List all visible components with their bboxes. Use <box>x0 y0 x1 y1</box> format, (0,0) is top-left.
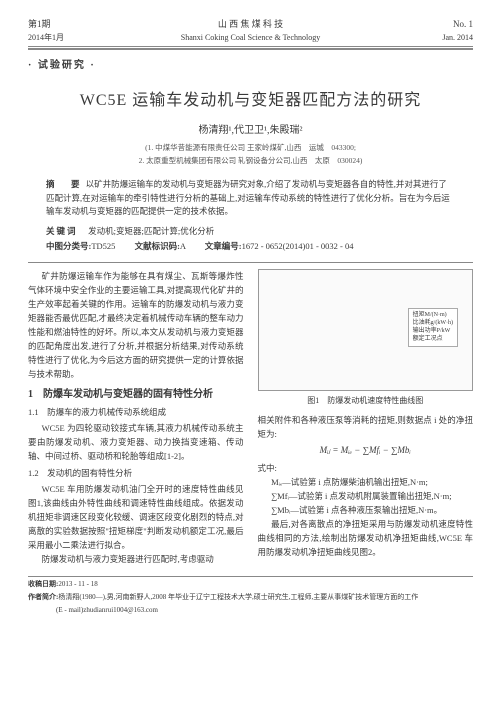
recv-label: 收稿日期: <box>28 580 58 588</box>
auth-bio: 杨清翔(1980—),男,河南新野人,2008 年毕业于辽宁工程技术大学,硕士研… <box>58 593 418 601</box>
figure-1: 扭矩M/(N·m) 比油耗g/(kW·h) 输出功率P/kW 额定工况点 <box>258 269 474 391</box>
issue-en: No. 1 <box>326 18 473 32</box>
footnote-rule <box>28 576 473 577</box>
recv-date: 2013 - 11 - 18 <box>58 580 97 588</box>
abstract-rule <box>28 262 473 263</box>
section-tag: · 试验研究 · <box>28 58 473 73</box>
header-rule <box>28 48 473 50</box>
right-para-3: Mᵢₑ—试验第 i 点防爆柴油机输出扭矩,N·m; <box>258 475 474 489</box>
footnote-author: 作者简介:杨清翔(1980—),男,河南新野人,2008 年毕业于辽宁工程技术大… <box>28 593 473 603</box>
figure-1-caption: 图1 防爆发动机速度特性曲线图 <box>258 395 474 407</box>
affiliation-1: (1. 中煤华昔能源有限责任公司 王家岭煤矿,山西 运城 043300; <box>28 142 473 153</box>
heading-1-2: 1.2 发动机的固有特性分析 <box>28 467 244 480</box>
journal-en: Shanxi Coking Coal Science & Technology <box>177 32 324 44</box>
clc-label: 中图分类号: <box>46 241 91 251</box>
article-title: WC5E 运输车发动机与变矩器匹配方法的研究 <box>28 89 473 113</box>
abstract: 摘 要 以矿井防爆运输车的发动机与变矩器为研究对象,介绍了发动机与变矩器各自的特… <box>46 178 455 219</box>
abstract-label: 摘 要 <box>46 179 84 189</box>
legend-item-1: 扭矩M/(N·m) <box>413 312 453 320</box>
intro-para: 矿井防爆运输车作为能够在具有煤尘、瓦斯等爆炸性气体环境中安全作业的主要运输工具,… <box>28 269 244 381</box>
authors: 杨清翔¹,代卫卫¹,朱殿瑞² <box>28 123 473 138</box>
figure-1-legend: 扭矩M/(N·m) 比油耗g/(kW·h) 输出功率P/kW 额定工况点 <box>408 308 458 347</box>
right-para-6: 最后,对各离散点的净扭矩采用与防爆发动机速度特性曲线相同的方法,绘制出防爆发动机… <box>258 517 474 559</box>
body-columns: 矿井防爆运输车作为能够在具有煤尘、瓦斯等爆炸性气体环境中安全作业的主要运输工具,… <box>28 269 473 566</box>
para-1-2a: WC5E 车用防爆发动机油门全开时的速度特性曲线见图1,该曲线由外特性曲线和调速… <box>28 482 244 552</box>
artno-value: 1672 - 0652(2014)01 - 0032 - 04 <box>242 241 354 251</box>
affiliation-2: 2. 太原重型机械集团有限公司 轧钢设备分公司,山西 太原 030024) <box>28 155 473 166</box>
right-para-4: ∑Mfᵢ—试验第 i 点发动机附属装置输出扭矩,N·m; <box>258 489 474 503</box>
keywords-text: 发动机;变矩器;匹配计算;优化分析 <box>88 226 214 236</box>
legend-item-2: 比油耗g/(kW·h) <box>413 320 453 328</box>
heading-1-1: 1.1 防爆车的液力机械传动系统组成 <box>28 406 244 419</box>
footnote-email: (E - mail)zhudianrui1004@163.com <box>28 606 473 616</box>
date-cn: 2014年1月 <box>28 32 175 44</box>
date-en: Jan. 2014 <box>326 32 473 44</box>
right-para-5: ∑Mbᵢ—试验第 i 点各种液压泵输出扭矩,N·m。 <box>258 503 474 517</box>
journal-cn: 山 西 焦 煤 科 技 <box>177 18 324 32</box>
legend-item-4: 额定工况点 <box>413 336 453 344</box>
legend-item-3: 输出功率P/kW <box>413 328 453 336</box>
abstract-text: 以矿井防爆运输车的发动机与变矩器为研究对象,介绍了发动机与变矩器各自的特性,并对… <box>46 179 450 216</box>
right-para-1: 相关附件和各种液压泵等消耗的扭矩,则数据点 i 处的净扭矩为: <box>258 413 474 441</box>
para-1-1: WC5E 为四轮驱动铰接式车辆,其液力机械传动系统主要由防爆发动机、液力变矩器、… <box>28 421 244 463</box>
classification: 中图分类号:TD525 文献标识码:A 文章编号:1672 - 0652(201… <box>46 240 455 253</box>
running-header: 第1期 2014年1月 山 西 焦 煤 科 技 Shanxi Coking Co… <box>28 18 473 47</box>
footnote-received: 收稿日期:2013 - 11 - 18 <box>28 580 473 590</box>
artno-label: 文章编号: <box>205 241 242 251</box>
clc-value: TD525 <box>91 241 115 251</box>
formula-1: Mᵢⱼ = Mᵢₑ − ∑Mfᵢ − ∑Mbᵢ <box>258 444 474 458</box>
issue-cn: 第1期 <box>28 18 175 32</box>
keywords-label: 关键词 <box>46 226 78 236</box>
right-para-2: 式中: <box>258 461 474 475</box>
para-1-2b: 防爆发动机与液力变矩器进行匹配时,考虑驱动 <box>28 552 244 566</box>
auth-label: 作者简介: <box>28 593 58 601</box>
doccode-label: 文献标识码: <box>135 241 180 251</box>
heading-1: 1 防爆车发动机与变矩器的固有特性分析 <box>28 387 244 402</box>
doccode-value: A <box>180 241 186 251</box>
keywords: 关键词 发动机;变矩器;匹配计算;优化分析 <box>46 225 455 238</box>
